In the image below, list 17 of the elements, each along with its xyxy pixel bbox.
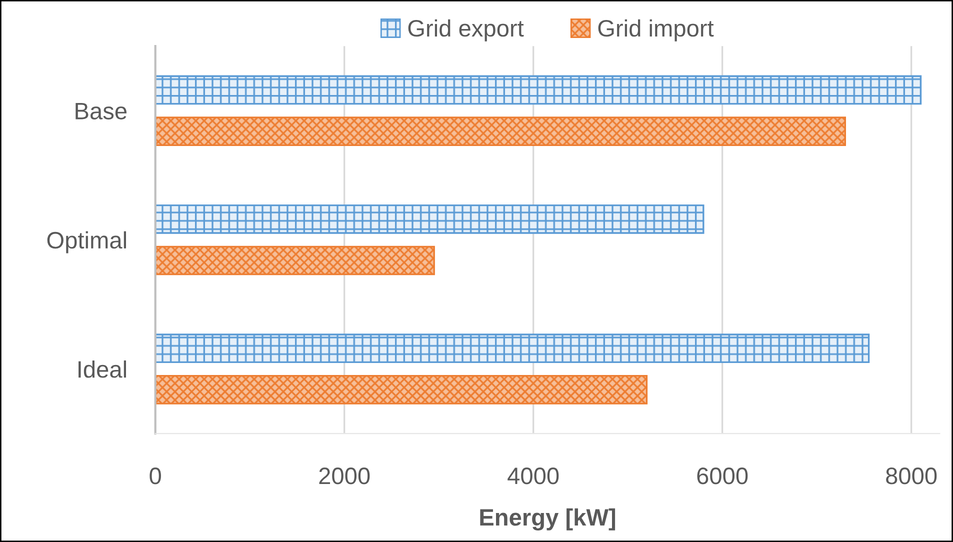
x-tick-label: 4000 [508,468,559,484]
bar [155,246,435,276]
bar [155,204,704,234]
x-tick-label: 8000 [886,468,937,484]
bar [155,334,870,364]
legend-label: Grid import [598,19,714,42]
x-tick-label: 0 [150,468,161,484]
legend-label: Grid export [408,19,524,42]
x-tick-label: 2000 [319,468,370,484]
y-tick-label: Ideal [78,360,126,378]
bar [155,75,922,105]
bar [155,374,648,404]
x-axis-title: Energy [kW] [480,508,616,530]
x-tick-label: 6000 [697,468,748,484]
bar [155,116,846,146]
y-tick-label: Base [76,102,127,120]
y-tick-label: Optimal [47,231,126,254]
